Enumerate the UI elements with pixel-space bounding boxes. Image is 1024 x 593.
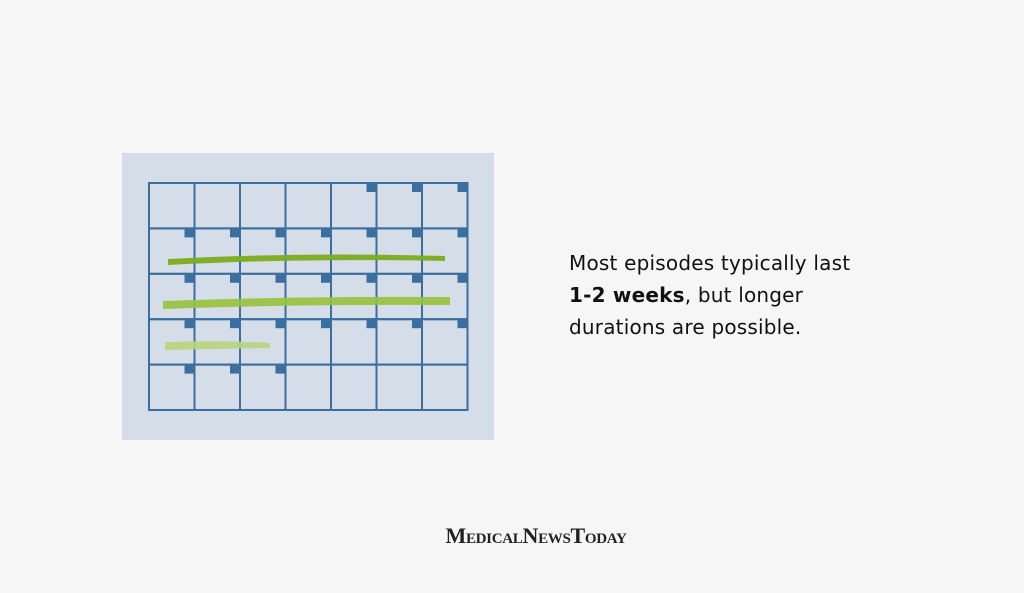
cell-corner [412,319,422,329]
cell-corner [457,319,468,329]
calendar-grid [148,182,469,412]
cell-corner [184,228,195,238]
cell-corner [366,183,377,192]
cell-corner [457,183,468,192]
cell-corner [321,319,331,329]
stroke-week-3 [165,341,270,350]
cell-corner [275,319,286,329]
cell-corner [230,228,240,238]
cell-corner [184,273,195,283]
cell-corner [412,183,422,192]
cell-corner [275,273,286,283]
cell-corner [321,228,331,238]
cell-corner [412,273,422,283]
cell-corner [366,319,377,329]
caption-emphasis: 1-2 weeks [569,283,685,307]
caption-line: durations are possible. [569,315,802,339]
cell-corner [184,364,195,374]
calendar-panel [122,153,494,440]
calendar-cell [421,363,469,412]
cell-corner [275,228,286,238]
stroke-week-2 [163,296,450,309]
stroke-week-1 [168,254,445,265]
caption: Most episodes typically last 1-2 weeks, b… [569,247,850,343]
cell-corner [230,319,240,329]
cell-corner [457,273,468,283]
cell-corner [230,273,240,283]
cell-corner [366,273,377,283]
caption-line: , but longer [684,283,804,307]
cell-corner [230,364,240,374]
cell-corner [321,273,331,283]
cell-corner [184,319,195,329]
cell-corner [412,228,422,238]
cell-corner [275,364,286,374]
caption-line: Most episodes typically last [569,251,851,275]
brand-logo: MedicalNewsToday [445,523,627,548]
cell-corner [457,228,468,238]
cell-corner [366,228,377,238]
